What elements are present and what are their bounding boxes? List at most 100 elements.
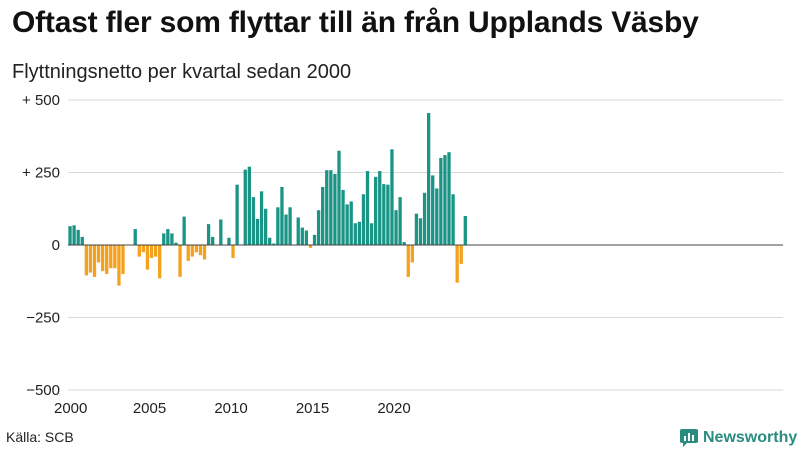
y-tick-label: −500 <box>26 382 60 399</box>
bar <box>418 218 423 245</box>
bar <box>402 242 406 245</box>
bar <box>447 152 451 245</box>
bar <box>105 245 109 274</box>
bar <box>288 207 292 245</box>
bar <box>117 245 121 286</box>
bar <box>259 191 264 245</box>
bar <box>337 150 341 245</box>
newsworthy-brand[interactable]: Newsworthy <box>680 428 797 448</box>
bar <box>174 242 178 245</box>
bar <box>235 184 239 245</box>
bar <box>149 245 154 259</box>
bar <box>431 175 435 245</box>
bar <box>455 245 459 283</box>
bar <box>329 170 333 245</box>
x-tick-label: 2005 <box>133 400 166 417</box>
bar <box>272 243 276 245</box>
bar <box>284 214 288 245</box>
bar <box>426 113 431 245</box>
bar <box>100 245 105 272</box>
bar <box>263 208 268 245</box>
bar <box>198 245 203 256</box>
bar <box>386 184 390 245</box>
bar <box>459 245 463 264</box>
bar <box>190 245 194 257</box>
bar <box>296 217 300 245</box>
bar <box>451 194 455 245</box>
x-tick-label: 2020 <box>377 400 410 417</box>
bar <box>316 210 321 245</box>
bar <box>84 245 88 276</box>
bar <box>137 245 141 257</box>
bar <box>219 219 223 245</box>
bar <box>202 245 207 260</box>
bar <box>194 245 199 253</box>
bar <box>255 218 260 245</box>
bar <box>361 194 366 245</box>
bar <box>109 245 113 269</box>
bar <box>345 204 349 245</box>
bar <box>170 233 174 245</box>
bar <box>141 245 146 253</box>
bar <box>369 223 374 245</box>
bar <box>178 245 182 277</box>
bar <box>113 245 117 269</box>
bar <box>410 245 414 263</box>
bar <box>162 233 166 245</box>
bars <box>68 113 467 286</box>
bar <box>251 197 256 245</box>
bar <box>247 166 251 245</box>
bar <box>304 230 309 245</box>
bar <box>133 229 137 245</box>
bar <box>422 192 427 245</box>
bar <box>463 216 467 245</box>
bar <box>333 173 337 245</box>
bar <box>227 237 231 245</box>
x-tick-label: 2015 <box>296 400 329 417</box>
y-tick-label: + 500 <box>22 92 60 109</box>
x-tick-label: 2000 <box>54 400 87 417</box>
bar <box>414 213 419 245</box>
bar <box>406 245 410 277</box>
chart-subtitle: Flyttningsnetto per kvartal sedan 2000 <box>12 61 352 83</box>
bar <box>92 245 97 277</box>
bar <box>182 216 186 245</box>
bar <box>68 226 72 245</box>
bar <box>325 170 329 245</box>
y-tick-label: + 250 <box>22 165 60 182</box>
bar <box>357 221 362 245</box>
bar <box>390 149 394 245</box>
bar <box>76 229 80 245</box>
bar <box>341 189 345 245</box>
bar <box>435 188 439 245</box>
bar <box>394 210 398 245</box>
bar <box>206 224 211 245</box>
bar <box>186 245 190 261</box>
chart-title: Oftast fler som flyttar till än från Upp… <box>12 6 699 39</box>
bar <box>300 227 304 245</box>
newsworthy-logo-icon <box>680 429 698 447</box>
bar <box>96 245 101 263</box>
bar <box>374 176 378 245</box>
bar <box>72 225 76 245</box>
bar <box>276 207 280 245</box>
bar <box>439 158 443 245</box>
bar <box>353 223 357 245</box>
bar <box>365 171 370 245</box>
bar <box>443 155 447 245</box>
bar <box>321 187 325 245</box>
bar <box>121 245 125 274</box>
bar <box>382 184 386 245</box>
bar <box>158 245 162 279</box>
bar <box>312 234 317 245</box>
brand-name: Newsworthy <box>703 429 798 446</box>
bar <box>280 187 284 245</box>
bar <box>80 236 84 245</box>
bar <box>398 197 402 245</box>
bar <box>166 229 170 245</box>
bar <box>243 169 247 245</box>
bar <box>153 245 158 257</box>
bar <box>211 236 215 245</box>
bar <box>88 245 93 273</box>
